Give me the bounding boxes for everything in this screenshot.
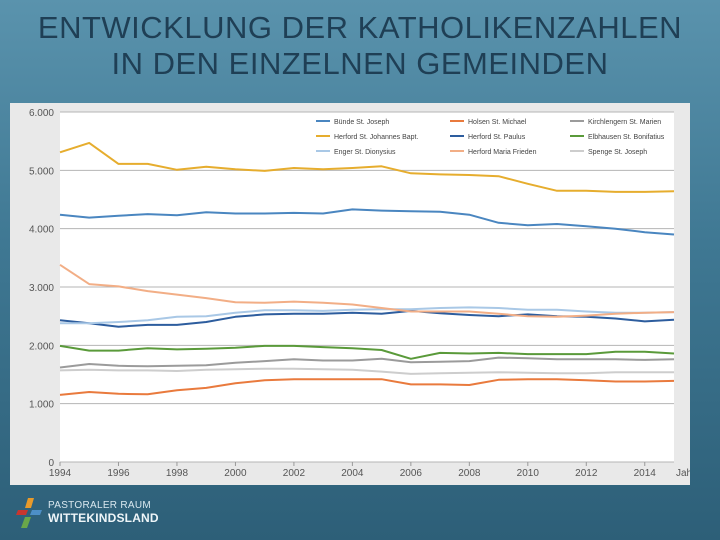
y-tick-label: 1.000 bbox=[29, 400, 54, 411]
series-line bbox=[59, 378, 675, 396]
slide-title: ENTWICKLUNG DER KATHOLIKENZAHLEN IN DEN … bbox=[0, 10, 720, 82]
x-tick-label: 2006 bbox=[400, 468, 423, 479]
legend-label: Enger St. Dionysius bbox=[334, 149, 396, 156]
x-tick-label: 2012 bbox=[575, 468, 598, 479]
legend-label: Herford St. Paulus bbox=[468, 134, 526, 141]
y-tick-label: 0 bbox=[48, 458, 54, 469]
series-line bbox=[59, 344, 675, 360]
series-line bbox=[59, 208, 675, 236]
x-axis-label: Jahr bbox=[676, 468, 690, 479]
slide-title-line-1: ENTWICKLUNG DER KATHOLIKENZAHLEN bbox=[37, 10, 683, 45]
chart-canvas: 0 1.000 2.000 3.000 4.000 5.000 6.000 1994 1996 1… bbox=[29, 108, 690, 479]
logo-text-line-1: PASTORALER RAUM bbox=[48, 500, 152, 511]
logo-cross-icon bbox=[16, 498, 42, 528]
legend-label: Elbhausen St. Bonifatius bbox=[588, 134, 665, 141]
x-tick-label: 2010 bbox=[517, 468, 540, 479]
x-tick-label: 2008 bbox=[458, 468, 481, 479]
x-tick-label: 1996 bbox=[107, 468, 130, 479]
x-tick-label: 1998 bbox=[166, 468, 189, 479]
x-tick-label: 2000 bbox=[224, 468, 247, 479]
series-line bbox=[59, 141, 675, 193]
x-tick-label: 1994 bbox=[49, 468, 72, 479]
y-tick-label: 2.000 bbox=[29, 341, 54, 352]
y-tick-label: 5.000 bbox=[29, 166, 54, 177]
series-line bbox=[59, 367, 674, 375]
legend-label: Herford St. Johannes Bapt. bbox=[334, 134, 418, 141]
series-line bbox=[59, 356, 675, 369]
legend-label: Herford Maria Frieden bbox=[468, 149, 537, 156]
y-tick-label: 4.000 bbox=[29, 225, 54, 236]
legend-label: Bünde St. Joseph bbox=[334, 119, 389, 126]
logo-text-line-2: WITTEKINDSLAND bbox=[48, 511, 159, 525]
series-line bbox=[59, 263, 675, 318]
legend-label: Holsen St. Michael bbox=[468, 119, 527, 126]
legend-label: Kirchlengern St. Marien bbox=[588, 119, 661, 126]
x-tick-label: 2002 bbox=[283, 468, 306, 479]
line-chart: 0 1.000 2.000 3.000 4.000 5.000 6.000 1994 1996 1… bbox=[10, 103, 690, 485]
y-tick-label: 6.000 bbox=[29, 108, 54, 119]
legend-label: Spenge St. Joseph bbox=[588, 149, 647, 156]
slide-title-line-2: IN DEN EINZELNEN GEMEINDEN bbox=[111, 46, 609, 81]
x-tick-label: 2004 bbox=[341, 468, 364, 479]
series-line bbox=[60, 306, 675, 325]
pastoral-logo: PASTORALER RAUM WITTEKINDSLAND bbox=[14, 492, 214, 532]
x-tick-label: 2014 bbox=[634, 468, 657, 479]
y-tick-label: 3.000 bbox=[29, 283, 54, 294]
